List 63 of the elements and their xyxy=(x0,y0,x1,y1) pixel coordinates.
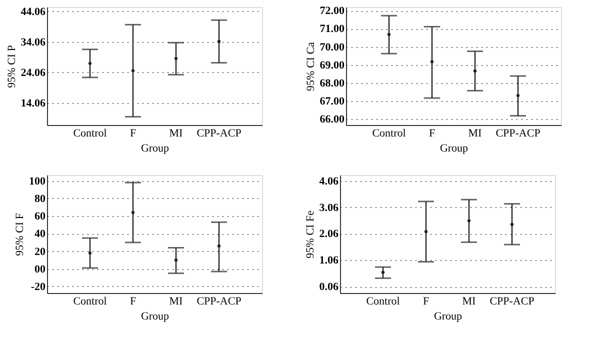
y-tick-label: 40 xyxy=(34,228,46,240)
y-tick-label: 3.06 xyxy=(319,202,339,214)
y-tick-label: 72.00 xyxy=(320,5,345,18)
y-tick-label: 1.06 xyxy=(319,254,339,267)
y-tick-label: 4.06 xyxy=(319,175,339,188)
y-tick-label: 0.06 xyxy=(319,281,339,294)
y-axis-title: 95% CI Fe xyxy=(304,210,316,258)
y-tick-label: 71.00 xyxy=(320,23,345,36)
x-axis-title: Group xyxy=(434,310,463,322)
point xyxy=(430,60,434,64)
point xyxy=(510,222,514,226)
y-axis-title: 95% CI Ca xyxy=(304,42,317,91)
x-tick-label: MI xyxy=(169,296,184,308)
y-tick-label: 68.00 xyxy=(320,77,345,90)
x-tick-label: Control xyxy=(73,296,107,308)
y-axis-title: 95% CI P xyxy=(6,45,18,88)
x-tick-label: CPP-ACP xyxy=(490,296,534,308)
y-tick-label: 70.00 xyxy=(320,41,345,54)
x-tick-label: F xyxy=(130,128,136,140)
y-tick-label: 67.00 xyxy=(320,95,345,108)
y-tick-label: 69.00 xyxy=(320,59,345,72)
point xyxy=(424,230,428,234)
y-tick-label: 00 xyxy=(34,263,46,276)
point xyxy=(131,210,135,214)
x-tick-label: F xyxy=(422,296,430,308)
point xyxy=(217,40,221,44)
x-tick-label: MI xyxy=(468,128,482,140)
point xyxy=(387,32,391,36)
x-tick-label: Control xyxy=(366,296,400,308)
y-tick-label: 2.06 xyxy=(319,228,339,240)
y-tick-label: 80 xyxy=(34,192,46,205)
point xyxy=(467,219,471,222)
x-tick-label: Control xyxy=(73,128,107,140)
point xyxy=(174,258,178,262)
x-tick-label: CPP-ACP xyxy=(496,128,540,140)
x-tick-label: F xyxy=(428,128,436,140)
y-tick-label: -20 xyxy=(30,280,46,293)
y-tick-label: 100 xyxy=(29,175,46,188)
point xyxy=(217,244,221,248)
y-tick-label: 20 xyxy=(34,246,46,258)
y-tick-label: 66.00 xyxy=(320,114,345,126)
x-tick-label: CPP-ACP xyxy=(196,128,242,140)
y-axis-title: 95% CI F xyxy=(14,213,26,256)
y-tick-label: 34.06 xyxy=(20,36,46,48)
point xyxy=(473,69,477,73)
point xyxy=(381,270,385,274)
x-axis-title: Group xyxy=(440,142,469,154)
x-tick-label: Control xyxy=(372,128,406,140)
point xyxy=(88,62,92,65)
x-tick-label: MI xyxy=(169,128,184,140)
point xyxy=(131,69,135,72)
y-tick-label: 24.06 xyxy=(20,66,46,79)
x-axis-title: Group xyxy=(140,142,170,154)
x-axis-title: Group xyxy=(140,310,170,322)
y-tick-label: 14.06 xyxy=(20,97,46,110)
point xyxy=(174,56,178,60)
x-tick-label: CPP-ACP xyxy=(196,296,242,308)
x-tick-label: F xyxy=(130,296,136,308)
y-tick-label: 44.06 xyxy=(20,6,46,18)
point xyxy=(516,94,520,98)
y-tick-label: 60 xyxy=(34,210,46,223)
x-tick-label: MI xyxy=(462,296,476,308)
point xyxy=(88,251,92,255)
